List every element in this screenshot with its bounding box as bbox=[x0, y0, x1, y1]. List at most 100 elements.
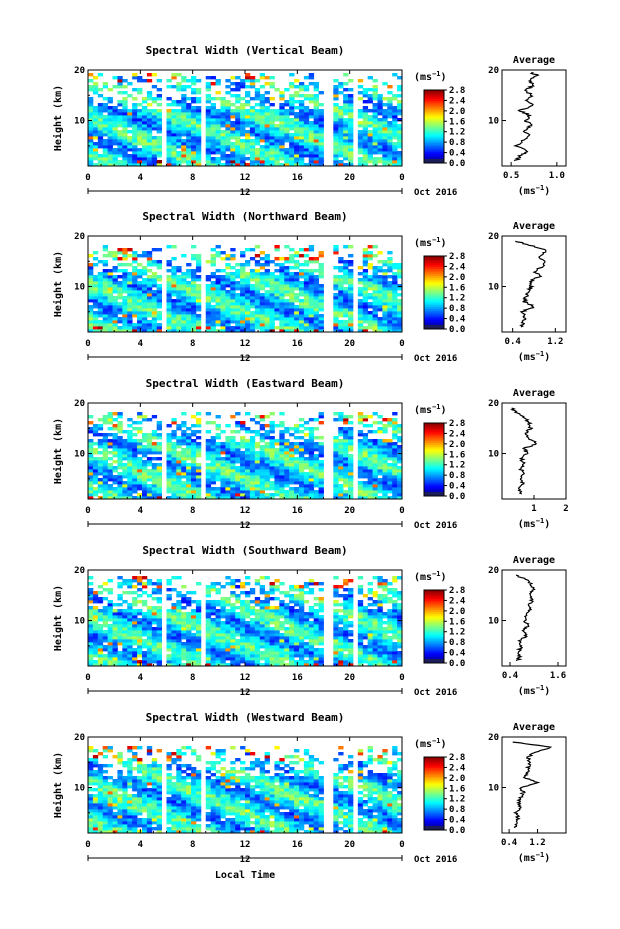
heatmap-cell bbox=[392, 436, 398, 440]
heatmap-cell bbox=[259, 281, 266, 285]
heatmap-cell bbox=[377, 269, 383, 273]
heatmap-cell bbox=[176, 439, 182, 443]
heatmap-cell bbox=[249, 82, 256, 86]
heatmap-cell bbox=[264, 115, 270, 119]
heatmap-cell bbox=[357, 433, 364, 437]
heatmap-cell bbox=[294, 329, 300, 333]
heatmap-cell bbox=[132, 76, 138, 80]
heatmap-cell bbox=[308, 457, 315, 461]
heatmap-cell bbox=[132, 109, 138, 113]
heatmap-cell bbox=[303, 463, 310, 467]
heatmap-cell bbox=[274, 130, 280, 134]
heatmap-cell bbox=[215, 136, 221, 140]
x-tick-label: 8 bbox=[190, 506, 195, 516]
heatmap-cell bbox=[195, 142, 202, 146]
colorbar-segment bbox=[424, 472, 444, 475]
heatmap-cell bbox=[117, 654, 123, 658]
heatmap-cell bbox=[117, 79, 123, 83]
heatmap-cell bbox=[245, 493, 251, 497]
heatmap-cell bbox=[308, 436, 315, 440]
heatmap-cell bbox=[367, 657, 373, 661]
heatmap-cell bbox=[240, 115, 246, 119]
heatmap-cell bbox=[127, 472, 133, 476]
heatmap-cell bbox=[137, 160, 143, 164]
heatmap-cell bbox=[88, 263, 94, 267]
colorbar-tick-label: 2.0 bbox=[449, 273, 465, 283]
heatmap-cell bbox=[382, 115, 388, 119]
heatmap-cell bbox=[102, 293, 109, 297]
heatmap-cell bbox=[166, 284, 172, 288]
heatmap-cell bbox=[313, 260, 319, 264]
heatmap-cell bbox=[88, 266, 94, 270]
heatmap-cell bbox=[186, 163, 192, 167]
heatmap-cell bbox=[294, 275, 300, 279]
heatmap-cell bbox=[107, 136, 113, 140]
heatmap-cell bbox=[377, 106, 383, 110]
heatmap-cell bbox=[318, 293, 324, 297]
heatmap-cell bbox=[343, 106, 349, 110]
heatmap-cell bbox=[225, 118, 231, 122]
heatmap-cell bbox=[122, 103, 128, 107]
heatmap-cell bbox=[249, 418, 256, 422]
heatmap-cell bbox=[141, 281, 148, 285]
heatmap-cell bbox=[220, 157, 226, 161]
x-tick-label: 4 bbox=[138, 506, 144, 516]
heatmap-cell bbox=[392, 454, 398, 458]
heatmap-cell bbox=[298, 448, 305, 452]
heatmap-cell bbox=[112, 133, 118, 137]
heatmap-cell bbox=[387, 320, 393, 324]
heatmap-cell bbox=[294, 314, 300, 318]
heatmap-cell bbox=[122, 311, 128, 315]
heatmap-cell bbox=[97, 296, 104, 300]
heatmap-cell bbox=[215, 284, 221, 288]
heatmap-cell bbox=[112, 281, 118, 285]
heatmap-cell bbox=[333, 296, 339, 300]
heatmap-cell bbox=[132, 118, 138, 122]
heatmap-cell bbox=[269, 136, 275, 140]
heatmap-cell bbox=[235, 284, 241, 288]
heatmap-cell bbox=[298, 326, 305, 330]
heatmap-cell bbox=[382, 293, 388, 297]
heatmap-cell bbox=[127, 290, 133, 294]
heatmap-cell bbox=[132, 442, 138, 446]
heatmap-cell bbox=[303, 133, 310, 137]
heatmap-cell bbox=[107, 314, 113, 318]
heatmap-cell bbox=[181, 296, 187, 300]
heatmap-cell bbox=[122, 472, 128, 476]
heatmap-cell bbox=[215, 314, 221, 318]
heatmap-cell bbox=[338, 430, 344, 434]
heatmap-cell bbox=[313, 284, 319, 288]
heatmap-cell bbox=[102, 263, 109, 267]
heatmap-cell bbox=[318, 266, 324, 270]
heatmap-cell bbox=[313, 317, 319, 321]
heatmap-cell bbox=[191, 290, 197, 294]
heatmap-cell bbox=[97, 160, 104, 164]
heatmap-cell bbox=[259, 133, 266, 137]
colorbar-segment bbox=[424, 435, 444, 439]
heatmap-cell bbox=[269, 442, 275, 446]
heatmap-cell bbox=[146, 451, 153, 455]
heatmap-cell bbox=[362, 314, 369, 318]
heatmap-cell bbox=[289, 442, 295, 446]
heatmap-cell bbox=[367, 136, 373, 140]
heatmap-cell bbox=[294, 469, 300, 473]
heatmap-cell bbox=[146, 278, 153, 282]
heatmap-cell bbox=[397, 275, 403, 279]
heatmap-cell bbox=[235, 478, 241, 482]
heatmap-cell bbox=[249, 299, 256, 303]
heatmap-cell bbox=[132, 427, 138, 431]
heatmap-cell bbox=[92, 472, 99, 476]
heatmap-cell bbox=[107, 299, 113, 303]
heatmap-cell bbox=[107, 287, 113, 291]
heatmap-cell bbox=[274, 490, 280, 494]
heatmap-cell bbox=[274, 642, 280, 646]
heatmap-cell bbox=[166, 314, 172, 318]
heatmap-cell bbox=[195, 412, 202, 416]
heatmap-cell bbox=[210, 157, 216, 161]
heatmap-cell bbox=[181, 127, 187, 131]
heatmap-cell bbox=[313, 663, 319, 667]
heatmap-cell bbox=[338, 320, 344, 324]
heatmap-cell bbox=[377, 481, 383, 485]
colorbar-segment bbox=[424, 137, 444, 140]
heatmap-cell bbox=[392, 433, 398, 437]
